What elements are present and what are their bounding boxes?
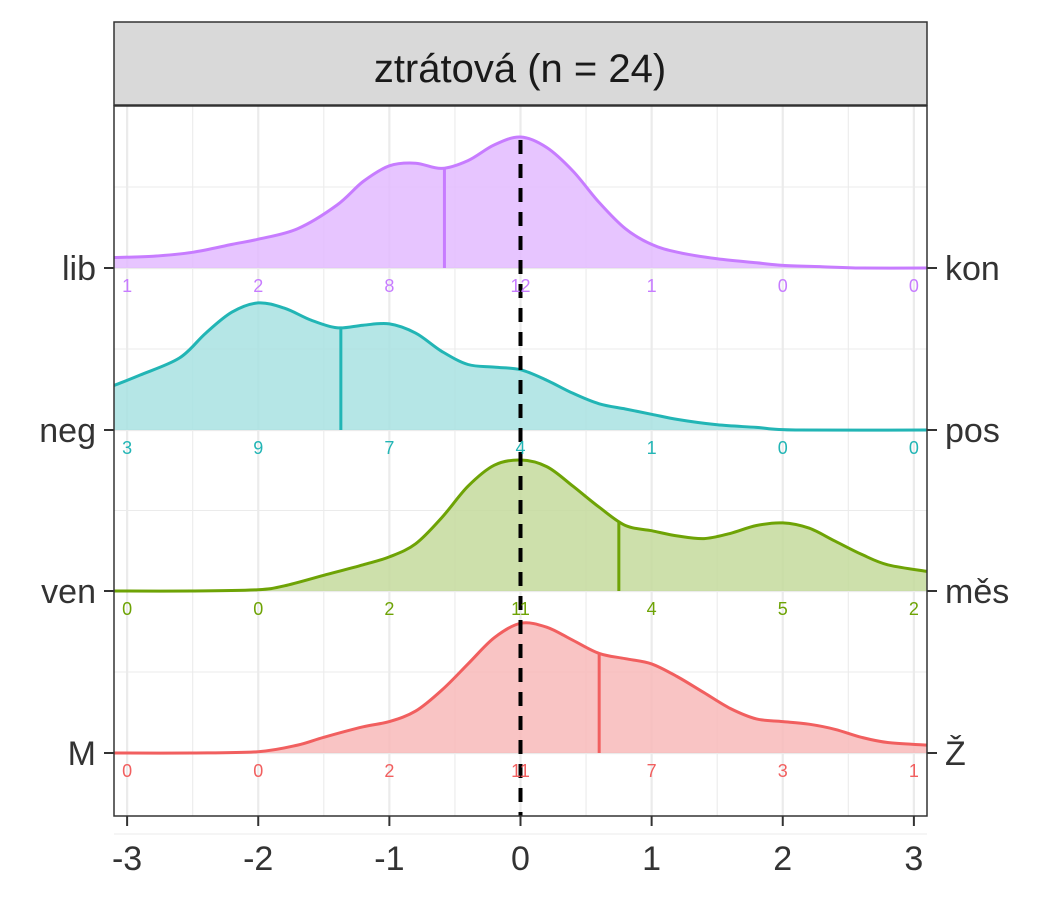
x-tick-label: -3 (112, 840, 142, 878)
density-area-neg (114, 302, 927, 431)
count-label: 0 (778, 276, 788, 296)
count-label: 8 (384, 276, 394, 296)
x-tick-label: 1 (642, 840, 661, 878)
count-label: 7 (384, 438, 394, 458)
y-tick-label-left: lib (62, 250, 96, 288)
facet-strip-background (113, 21, 928, 106)
count-label: 4 (515, 438, 525, 458)
count-label: 1 (909, 761, 919, 781)
count-label: 1 (122, 276, 132, 296)
density-line-M (113, 621, 928, 755)
x-tick-label: 0 (511, 840, 530, 878)
density-area-M (114, 622, 927, 754)
count-label: 4 (647, 599, 657, 619)
count-label: 2 (384, 599, 394, 619)
count-label: 0 (253, 599, 263, 619)
count-label: 0 (909, 276, 919, 296)
count-label: 5 (778, 599, 788, 619)
facet-title: ztrátová (n = 24) (374, 47, 666, 91)
density-line-ven (113, 458, 928, 593)
y-tick-label-right: měs (945, 573, 1009, 611)
y-tick-label-left: ven (41, 573, 96, 611)
count-label: 0 (122, 761, 132, 781)
count-label: 2 (909, 599, 919, 619)
x-tick-label: -2 (243, 840, 273, 878)
count-label: 0 (122, 599, 132, 619)
x-tick-label: -1 (374, 840, 404, 878)
count-label: 11 (511, 599, 530, 619)
count-label: 2 (384, 761, 394, 781)
y-tick-label-right: Ž (945, 735, 966, 773)
x-tick-label: 2 (773, 840, 792, 878)
count-label: 1 (647, 438, 657, 458)
density-line-lib (113, 135, 928, 270)
count-label: 9 (253, 438, 263, 458)
count-labels: 1 2 8 12 1 0 03 9 7 4 1 0 00 0 2 11 4 5 20 0 2 11 7 3 1 (122, 276, 919, 781)
count-label: 2 (253, 276, 263, 296)
count-label: 0 (253, 761, 263, 781)
y-tick-label-right: pos (945, 412, 1000, 450)
density-area-lib (114, 136, 927, 269)
density-line-neg (113, 301, 928, 432)
y-tick-label-left: M (68, 735, 96, 773)
count-label: 12 (510, 276, 530, 296)
count-label: 11 (511, 761, 530, 781)
count-label: 3 (778, 761, 788, 781)
y-tick-label-right: kon (945, 250, 1000, 288)
count-label: 3 (122, 438, 132, 458)
count-label: 0 (778, 438, 788, 458)
facet-strip: ztrátová (n = 24) (113, 21, 928, 106)
x-tick-label: 3 (904, 840, 923, 878)
count-label: 1 (647, 276, 657, 296)
y-tick-label-left: neg (39, 412, 96, 450)
count-label: 0 (909, 438, 919, 458)
count-label: 7 (647, 761, 657, 781)
